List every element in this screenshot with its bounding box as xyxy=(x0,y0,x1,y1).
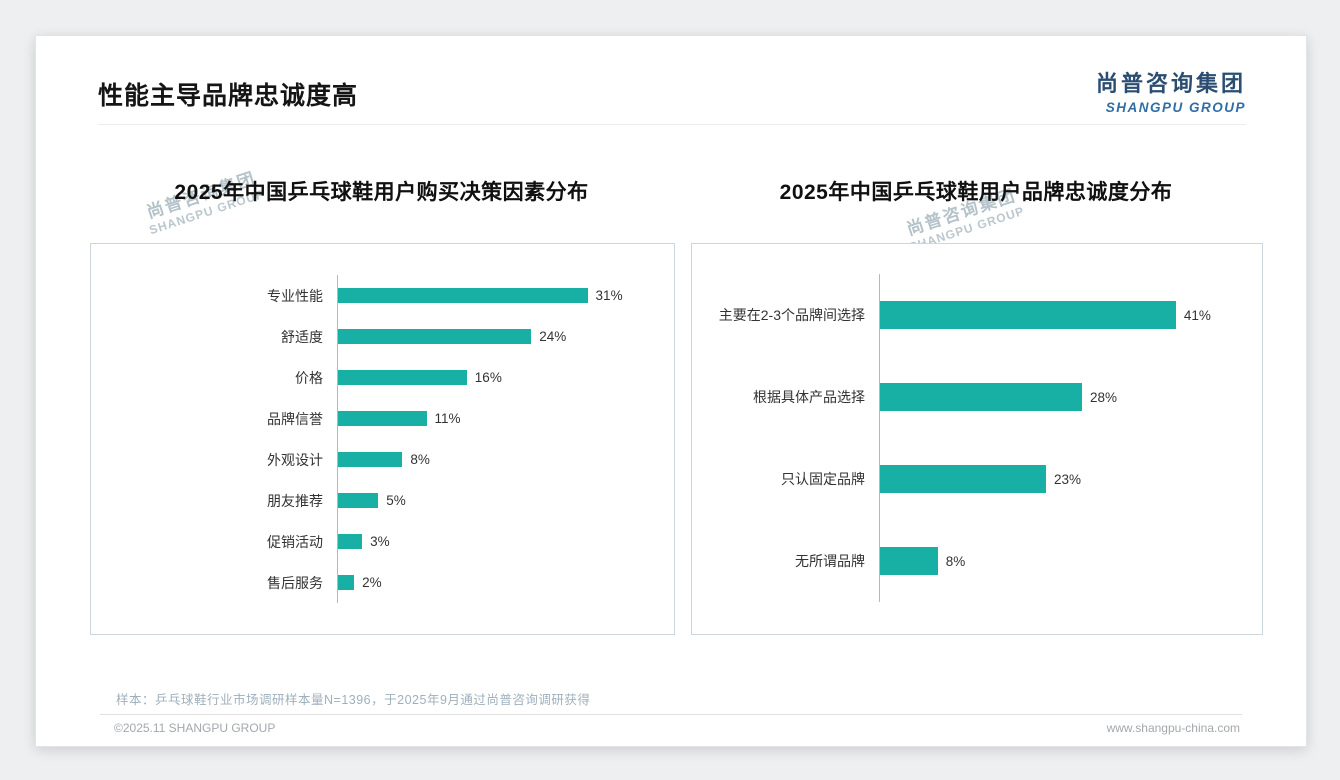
bar-track: 8% xyxy=(879,520,1248,602)
bar xyxy=(338,575,355,590)
chart-row: 品牌信誉 11% xyxy=(91,398,660,439)
bar-value-label: 23% xyxy=(1053,471,1081,487)
category-label: 品牌信誉 xyxy=(267,410,323,427)
chart-title-right: 2025年中国乒乓球鞋用户品牌忠诚度分布 xyxy=(779,181,1173,204)
slide: 尚普咨询集团 SHANGPU GROUP 尚普咨询集团 SHANGPU GROU… xyxy=(35,35,1307,747)
bar xyxy=(880,547,938,575)
category-label: 舒适度 xyxy=(281,328,323,345)
bar xyxy=(338,534,363,549)
chart-row: 朋友推荐 5% xyxy=(91,480,660,521)
bar xyxy=(338,370,467,385)
bar xyxy=(338,452,403,467)
category-label: 无所谓品牌 xyxy=(795,553,865,569)
bar-value-label: 41% xyxy=(1183,307,1211,323)
footer-website: www.shangpu-china.com xyxy=(1106,721,1240,735)
bar xyxy=(338,493,379,508)
bar-track: 16% xyxy=(337,357,660,398)
chart-row: 外观设计 8% xyxy=(91,439,660,480)
bar xyxy=(338,411,427,426)
chart-row: 舒适度 24% xyxy=(91,316,660,357)
bar-track: 24% xyxy=(337,316,660,357)
bar-value-label: 8% xyxy=(945,553,966,569)
chart-row: 无所谓品牌 8% xyxy=(692,520,1248,602)
chart-row: 价格 16% xyxy=(91,357,660,398)
logo-text-en: SHANGPU GROUP xyxy=(1105,100,1246,115)
logo-text-cn: 尚普咨询集团 xyxy=(1095,71,1246,96)
footer-divider xyxy=(100,714,1242,715)
bar-value-label: 5% xyxy=(386,493,406,508)
bar-track: 28% xyxy=(879,356,1248,438)
chart-row: 主要在2-3个品牌间选择 41% xyxy=(692,274,1248,356)
category-label: 促销活动 xyxy=(267,533,323,550)
page-title: 性能主导品牌忠诚度高 xyxy=(98,82,359,110)
company-logo: 尚普咨询集团 SHANGPU GROUP xyxy=(1096,66,1246,115)
bar-track: 3% xyxy=(337,521,660,562)
bar xyxy=(338,288,588,303)
bar-value-label: 3% xyxy=(370,534,390,549)
bar-track: 8% xyxy=(337,439,660,480)
bar-track: 23% xyxy=(879,438,1248,520)
bar-track: 31% xyxy=(337,275,660,316)
footer-copyright: ©2025.11 SHANGPU GROUP xyxy=(114,721,276,735)
bar-value-label: 24% xyxy=(539,329,567,344)
bar xyxy=(880,383,1083,411)
bar-track: 41% xyxy=(879,274,1248,356)
category-label: 朋友推荐 xyxy=(267,492,323,509)
category-label: 根据具体产品选择 xyxy=(753,389,865,405)
bar-track: 11% xyxy=(337,398,660,439)
chart-row: 售后服务 2% xyxy=(91,562,660,603)
chart-row: 只认固定品牌 23% xyxy=(692,438,1248,520)
category-label: 售后服务 xyxy=(267,574,323,591)
bar-value-label: 16% xyxy=(474,370,502,385)
chart-row: 根据具体产品选择 28% xyxy=(692,356,1248,438)
chart-rows: 专业性能 31% 舒适度 24% 价格 16% 品牌信誉 11% 外观设计 8% 朋友推荐 5% 促销活… xyxy=(91,275,660,603)
bar xyxy=(880,465,1046,493)
category-label: 价格 xyxy=(295,369,323,386)
bar-track: 5% xyxy=(337,480,660,521)
category-label: 只认固定品牌 xyxy=(781,471,865,487)
category-label: 外观设计 xyxy=(267,451,323,468)
chart-title-left: 2025年中国乒乓球鞋用户购买决策因素分布 xyxy=(174,181,589,204)
chart-rows: 主要在2-3个品牌间选择 41% 根据具体产品选择 28% 只认固定品牌 23% 无所谓品牌… xyxy=(692,274,1248,602)
chart-row: 专业性能 31% xyxy=(91,275,660,316)
chart-brand-loyalty: 主要在2-3个品牌间选择 41% 根据具体产品选择 28% 只认固定品牌 23% 无所谓品牌… xyxy=(691,243,1263,635)
bar-value-label: 8% xyxy=(410,452,430,467)
bar xyxy=(338,329,532,344)
header: 性能主导品牌忠诚度高 尚普咨询集团 SHANGPU GROUP xyxy=(98,64,1246,125)
category-label: 专业性能 xyxy=(267,287,323,304)
chart-purchase-factors: 专业性能 31% 舒适度 24% 价格 16% 品牌信誉 11% 外观设计 8% 朋友推荐 5% 促销活… xyxy=(90,243,675,635)
bar-value-label: 11% xyxy=(434,411,461,426)
category-label: 主要在2-3个品牌间选择 xyxy=(718,307,865,323)
bar-value-label: 28% xyxy=(1090,389,1118,405)
sample-note: 样本：乒乓球鞋行业市场调研样本量N=1396，于2025年9月通过尚普咨询调研获… xyxy=(116,693,591,707)
bar-value-label: 31% xyxy=(595,288,623,303)
bar xyxy=(880,301,1176,329)
chart-row: 促销活动 3% xyxy=(91,521,660,562)
bar-track: 2% xyxy=(337,562,660,603)
bar-value-label: 2% xyxy=(362,575,382,590)
